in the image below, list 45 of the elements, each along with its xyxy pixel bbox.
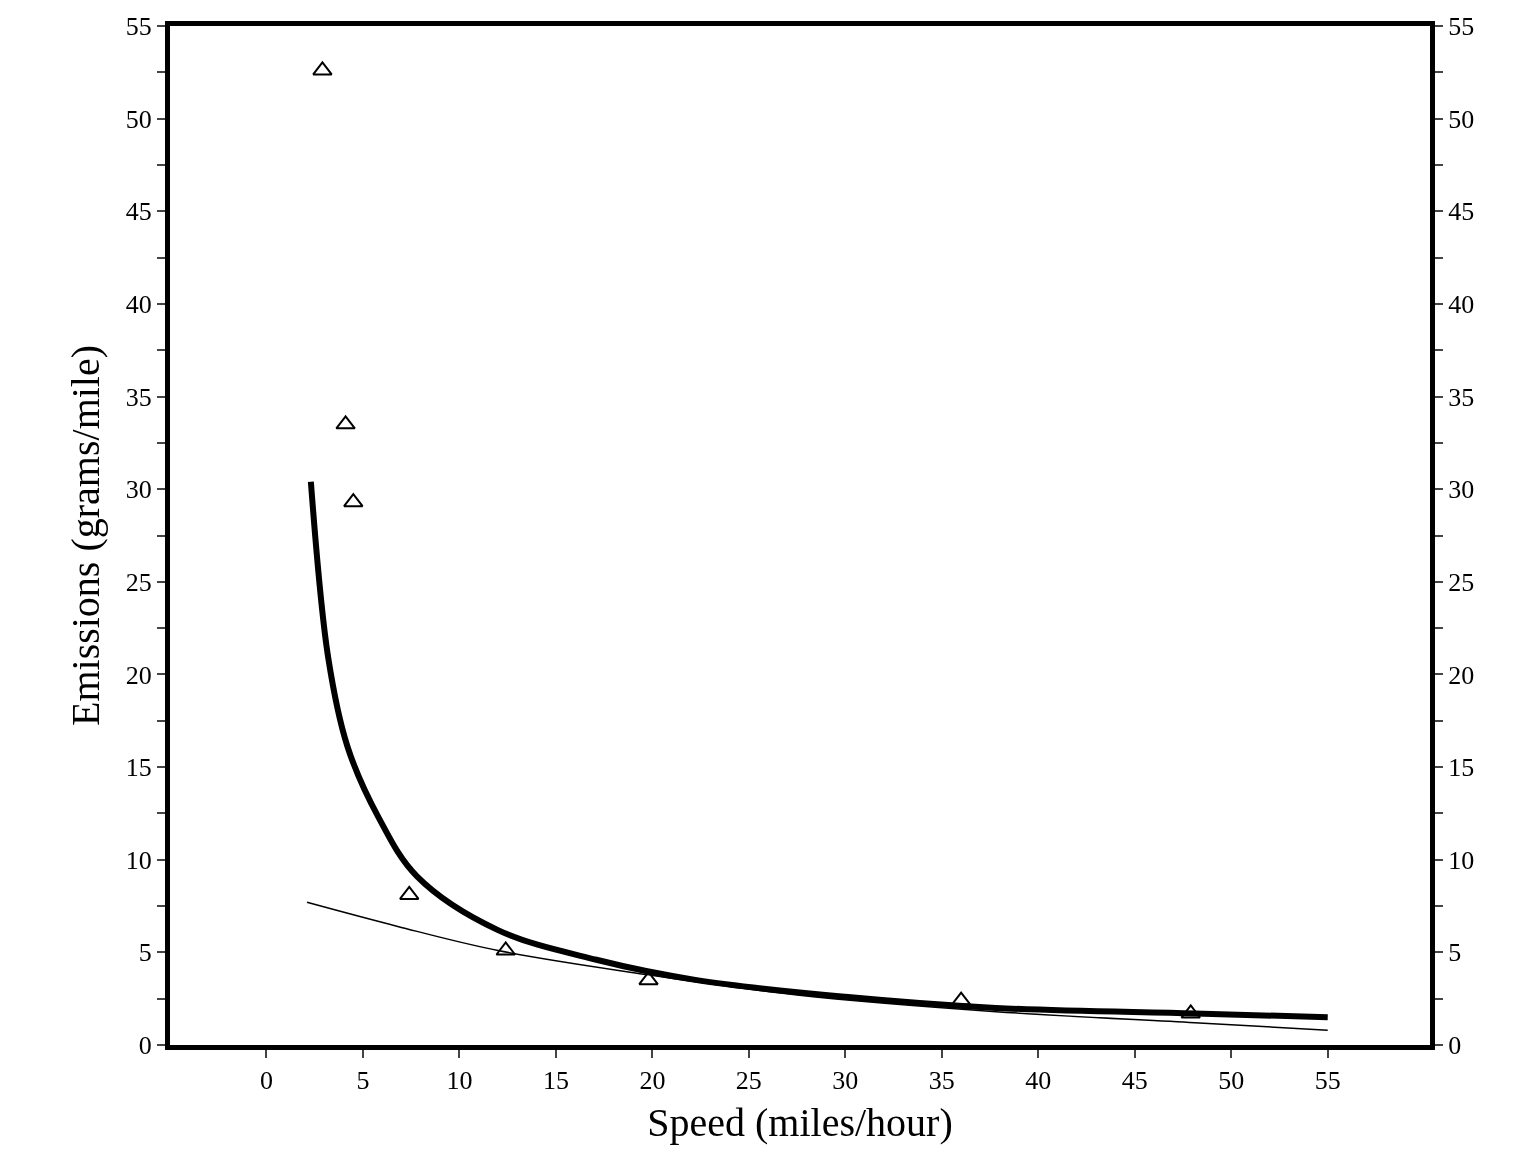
x-tick-label: 50 — [1218, 1066, 1245, 1096]
y2-tick-label: 40 — [1448, 290, 1475, 320]
point — [638, 971, 659, 986]
y-axis-title: Emissions (grams/mile) — [63, 344, 109, 727]
y-tick-label: 45 — [125, 197, 152, 227]
y-tick-label: 15 — [125, 753, 152, 783]
y2-tick-label: 25 — [1448, 567, 1475, 597]
y2-tick-label: 35 — [1448, 382, 1475, 412]
point — [335, 415, 356, 430]
y2-tick-label: 30 — [1448, 475, 1475, 505]
y-tick-label: 25 — [125, 567, 152, 597]
y2-tick-label: 10 — [1448, 845, 1475, 875]
x-tick-label: 15 — [542, 1066, 569, 1096]
x-tick-label: 55 — [1314, 1066, 1341, 1096]
y-tick-label: 35 — [125, 382, 152, 412]
y-tick-label: 10 — [125, 845, 152, 875]
y2-tick-label: 5 — [1448, 938, 1462, 968]
y2-tick-label: 20 — [1448, 660, 1475, 690]
x-tick-label: 30 — [832, 1066, 859, 1096]
y2-tick-label: 45 — [1448, 197, 1475, 227]
y-tick-label: 55 — [125, 12, 152, 42]
point — [343, 493, 364, 508]
x-axis-title: Speed (miles/hour) — [647, 1099, 953, 1145]
x-tick-label: 45 — [1121, 1066, 1148, 1096]
y-tick-label: 50 — [125, 104, 152, 134]
point — [399, 885, 420, 900]
y-tick-label: 30 — [125, 475, 152, 505]
x-tick-label: 25 — [735, 1066, 762, 1096]
y-tick-label: 5 — [138, 938, 152, 968]
y2-tick-label: 15 — [1448, 753, 1475, 783]
x-tick-label: 5 — [356, 1066, 370, 1096]
point — [312, 61, 333, 76]
y-tick-label: 20 — [125, 660, 152, 690]
point — [1180, 1004, 1201, 1019]
x-tick-label: 35 — [928, 1066, 955, 1096]
x-tick-label: 0 — [259, 1066, 273, 1096]
x-tick-label: 40 — [1025, 1066, 1052, 1096]
y-tick-label: 0 — [138, 1031, 152, 1061]
y2-tick-label: 55 — [1448, 12, 1475, 42]
point — [495, 941, 516, 956]
y2-tick-label: 0 — [1448, 1031, 1462, 1061]
y-tick-label: 40 — [125, 290, 152, 320]
x-tick-label: 20 — [639, 1066, 666, 1096]
y2-tick-label: 50 — [1448, 104, 1475, 134]
x-tick-label: 10 — [446, 1066, 473, 1096]
